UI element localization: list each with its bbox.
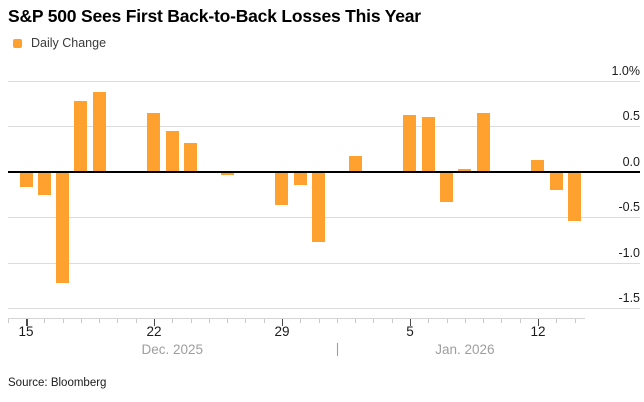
daily-change-bar (19, 171, 33, 187)
daily-change-bar (531, 159, 545, 172)
daily-change-bar (74, 100, 88, 172)
minor-tick (556, 319, 558, 323)
x-axis-day-label: 22 (146, 324, 162, 339)
x-axis-day-label: 12 (530, 324, 546, 339)
daily-change-bar (458, 168, 472, 172)
x-axis-line (8, 318, 585, 319)
y-axis-label: 0.0 (622, 154, 640, 169)
minor-tick (245, 319, 247, 323)
minor-tick (80, 319, 82, 323)
minor-tick (300, 319, 302, 323)
daily-change-bar (568, 171, 582, 221)
major-tick (409, 319, 412, 326)
minor-tick (391, 319, 393, 323)
y-axis-label: 0.5 (622, 109, 640, 123)
daily-change-bar (56, 171, 70, 283)
daily-change-bar (184, 143, 198, 172)
legend: Daily Change (13, 36, 107, 50)
y-axis-label: 1.0% (611, 63, 641, 78)
minor-tick (117, 319, 119, 323)
minor-tick (464, 319, 466, 323)
minor-tick (318, 319, 320, 323)
minor-tick (62, 319, 64, 323)
minor-tick (373, 319, 375, 323)
y-axis-label: -0.5 (618, 200, 640, 214)
minor-tick (501, 319, 503, 323)
minor-tick (172, 319, 174, 323)
minor-tick (336, 319, 338, 323)
daily-change-bar (421, 116, 435, 172)
minor-tick (44, 319, 46, 323)
gridline (8, 126, 640, 127)
daily-change-bar (92, 92, 106, 172)
daily-change-bar (37, 171, 51, 196)
y-axis-label: -1.0 (618, 245, 640, 260)
legend-swatch-icon (13, 38, 22, 48)
daily-change-bar (312, 171, 326, 242)
x-axis-day-label: 29 (274, 324, 290, 339)
daily-change-bar (220, 171, 234, 176)
x-axis-month-label: Jan. 2026 (435, 342, 495, 357)
minor-tick (227, 319, 229, 323)
minor-tick (263, 319, 265, 323)
minor-tick (428, 319, 430, 323)
daily-change-bar (403, 115, 417, 172)
minor-tick (446, 319, 448, 323)
minor-tick (7, 319, 9, 323)
daily-change-bar (348, 156, 362, 172)
daily-change-bar (293, 171, 307, 186)
x-axis-day-label: 15 (18, 324, 34, 339)
month-divider: | (335, 341, 340, 356)
daily-change-bar (440, 171, 454, 203)
daily-change-bar (275, 171, 289, 206)
daily-change-bar (549, 171, 563, 190)
minor-tick (483, 319, 485, 323)
y-axis-label: -1.5 (618, 291, 640, 305)
chart-title: S&P 500 Sees First Back-to-Back Losses T… (8, 6, 421, 26)
gridline (8, 262, 640, 264)
source-note: Source: Bloomberg (8, 377, 107, 389)
daily-change-bar (476, 113, 490, 172)
zero-line (8, 170, 640, 173)
daily-change-bar (147, 113, 161, 172)
minor-tick (208, 319, 210, 323)
minor-tick (355, 319, 357, 323)
daily-change-bar (165, 130, 179, 172)
major-tick (281, 319, 284, 326)
gridline (8, 80, 640, 82)
minor-tick (519, 319, 521, 323)
major-tick (26, 319, 28, 326)
legend-label: Daily Change (31, 36, 107, 50)
major-tick (153, 319, 156, 326)
x-axis-day-label: 5 (406, 324, 414, 339)
x-axis-month-label: Dec. 2025 (141, 342, 204, 357)
gridline (8, 308, 640, 309)
minor-tick (135, 319, 137, 323)
minor-tick (99, 319, 101, 323)
minor-tick (574, 319, 576, 323)
minor-tick (190, 319, 192, 323)
major-tick (537, 319, 540, 326)
